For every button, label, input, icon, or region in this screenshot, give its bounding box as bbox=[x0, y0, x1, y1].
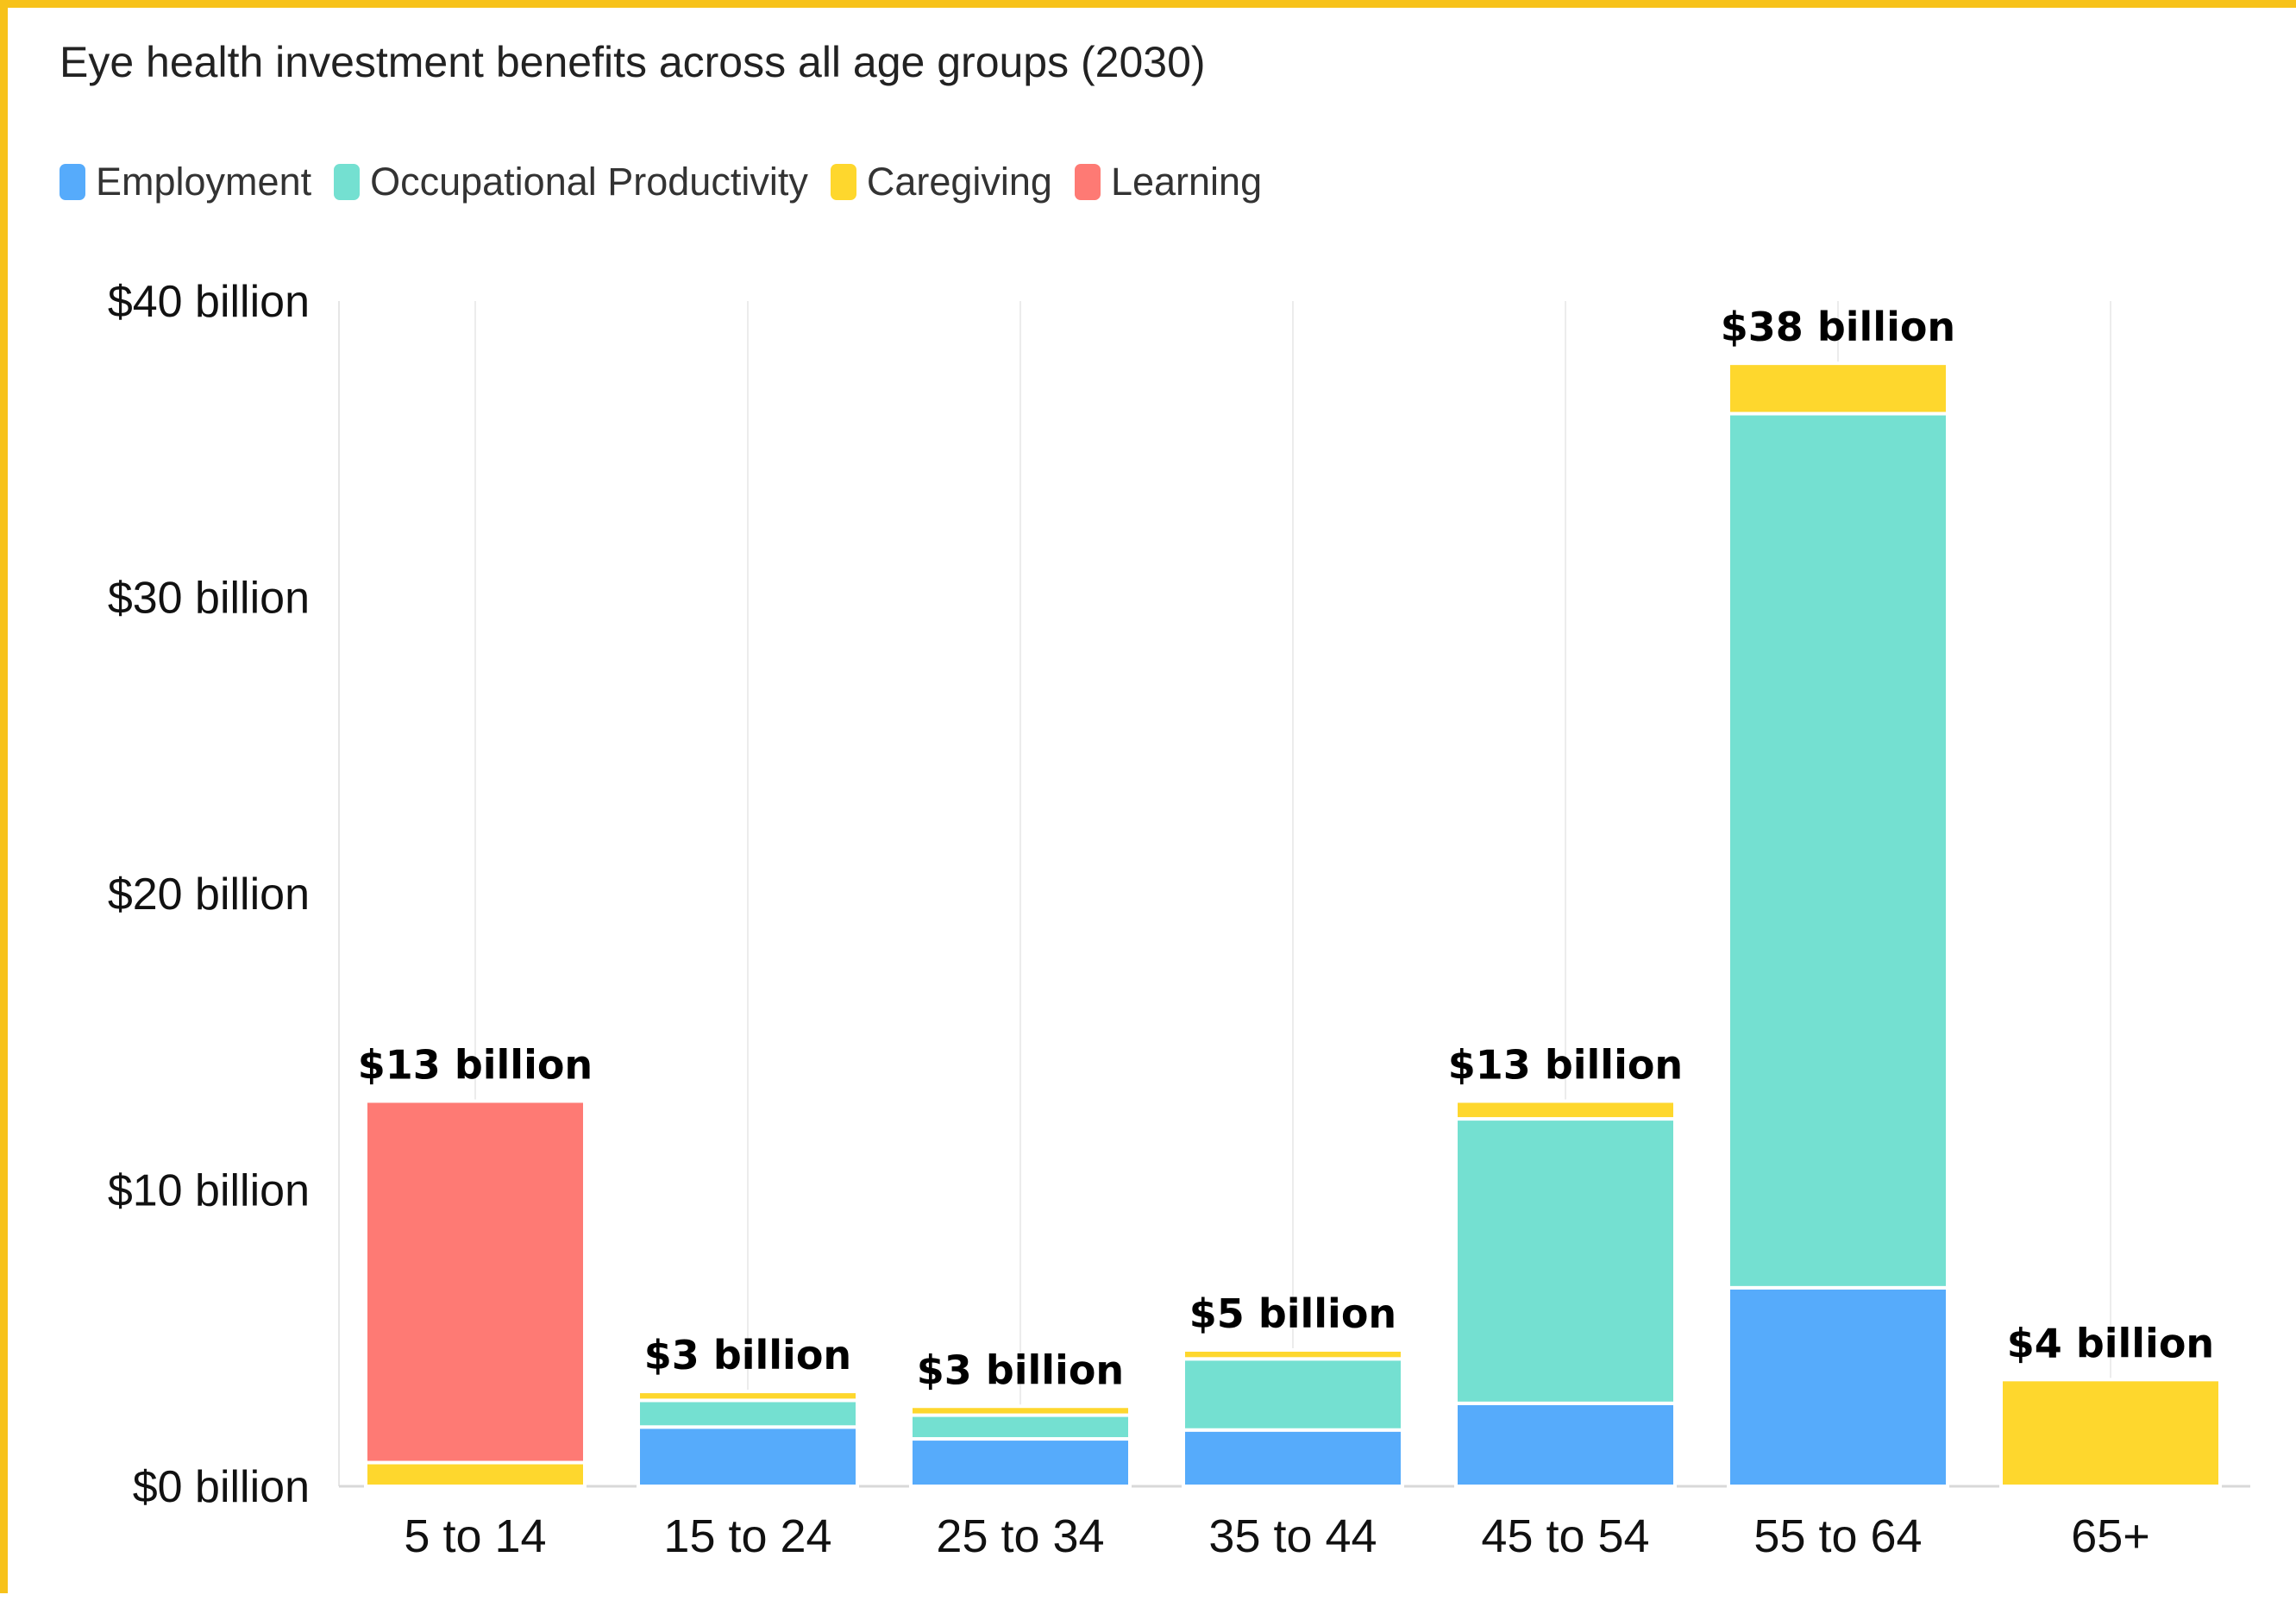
bar-segment-caregiving bbox=[909, 1404, 1132, 1417]
legend-swatch-employment bbox=[60, 164, 85, 200]
bar-segment-occupational-productivity bbox=[1727, 411, 1949, 1290]
bar-chart: $0 billion $10 billion $20 billion $30 bill… bbox=[108, 277, 2250, 1562]
bar-segment-learning bbox=[364, 1099, 587, 1465]
bar-segment-occupational-productivity bbox=[1454, 1117, 1677, 1405]
bar-segment-caregiving bbox=[1999, 1378, 2222, 1488]
legend-item-employment[interactable]: Employment bbox=[60, 160, 311, 204]
legend-label: Occupational Productivity bbox=[370, 160, 808, 204]
y-tick-label: $30 billion bbox=[108, 574, 310, 624]
x-tick-label: 25 to 34 bbox=[936, 1510, 1104, 1562]
x-tick-label: 5 to 14 bbox=[404, 1510, 546, 1562]
bar-total-label: $3 billion bbox=[917, 1347, 1124, 1393]
bar-segment-caregiving bbox=[1727, 361, 1949, 416]
bar-segment-employment bbox=[1182, 1428, 1404, 1488]
bar-segment-employment bbox=[1454, 1401, 1677, 1488]
y-tick-label: $20 billion bbox=[108, 870, 310, 920]
legend-item-learning[interactable]: Learning bbox=[1074, 160, 1263, 204]
bar-total-label: $13 billion bbox=[1448, 1041, 1683, 1088]
legend-swatch-occupational-productivity bbox=[334, 164, 361, 200]
chart-legend: Employment Occupational Productivity Careg… bbox=[60, 156, 1284, 208]
bar-segment-occupational-productivity bbox=[637, 1398, 859, 1429]
x-tick-label: 15 to 24 bbox=[663, 1510, 831, 1562]
legend-item-caregiving[interactable]: Caregiving bbox=[830, 160, 1052, 204]
x-tick-label: 65+ bbox=[2071, 1510, 2150, 1562]
legend-swatch-caregiving bbox=[830, 164, 856, 200]
legend-swatch-learning bbox=[1074, 164, 1101, 200]
legend-label: Caregiving bbox=[866, 160, 1052, 204]
bar-total-label: $3 billion bbox=[644, 1332, 851, 1378]
y-tick-label: $10 billion bbox=[108, 1166, 310, 1216]
bar-segment-caregiving bbox=[1182, 1347, 1404, 1361]
bar-segment-caregiving bbox=[1454, 1099, 1677, 1121]
bar-segment-occupational-productivity bbox=[1182, 1357, 1404, 1432]
y-tick-label: $40 billion bbox=[108, 277, 310, 327]
x-tick-label: 35 to 44 bbox=[1208, 1510, 1377, 1562]
x-tick-label: 55 to 64 bbox=[1753, 1510, 1922, 1562]
bar-segment-caregiving bbox=[637, 1390, 859, 1403]
bar-segment-employment bbox=[637, 1425, 859, 1489]
x-tick-label: 45 to 54 bbox=[1481, 1510, 1649, 1562]
y-tick-label: $0 billion bbox=[133, 1462, 310, 1512]
bar-segment-caregiving bbox=[364, 1460, 587, 1489]
legend-label: Employment bbox=[96, 160, 312, 204]
bar-segment-occupational-productivity bbox=[909, 1413, 1132, 1441]
bar-segment-employment bbox=[1727, 1285, 1949, 1488]
bar-total-label: $4 billion bbox=[2007, 1320, 2214, 1366]
bar-segment-employment bbox=[909, 1437, 1132, 1489]
chart-title: Eye health investment benefits across al… bbox=[60, 38, 1206, 86]
legend-label: Learning bbox=[1110, 160, 1263, 204]
bar-total-label: $5 billion bbox=[1189, 1290, 1396, 1337]
bar-total-label: $38 billion bbox=[1721, 304, 1955, 350]
legend-item-occupational-productivity[interactable]: Occupational Productivity bbox=[334, 160, 808, 204]
bar-total-label: $13 billion bbox=[358, 1041, 593, 1088]
